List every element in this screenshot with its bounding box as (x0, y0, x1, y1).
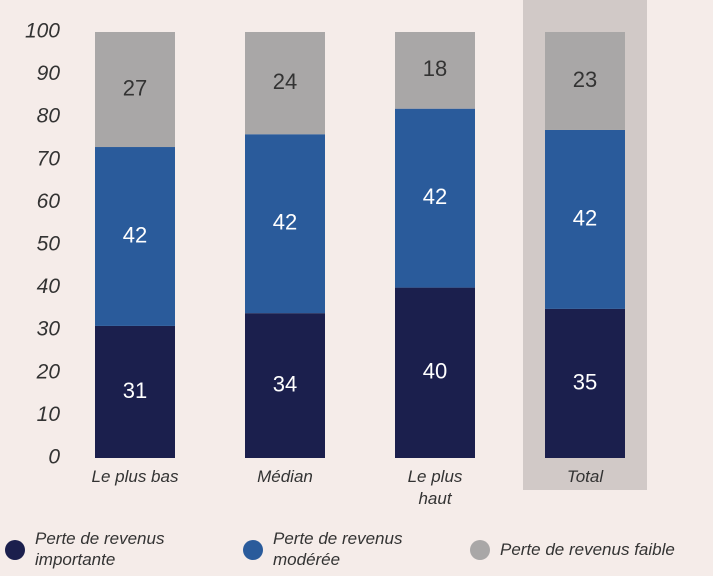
x-tick-label: Le plus bas (91, 467, 179, 486)
y-tick-label: 70 (37, 147, 61, 170)
data-label: 31 (123, 378, 147, 403)
data-label: 23 (573, 67, 597, 92)
legend-label: Perte de revenus importante (35, 529, 165, 569)
y-tick-label: 20 (36, 360, 61, 383)
legend-item: Perte de revenus modérée (243, 528, 433, 570)
bar-segment (395, 108, 475, 288)
y-tick-label: 100 (25, 20, 60, 43)
legend-label: Perte de revenus faible (500, 540, 675, 559)
data-label: 34 (273, 371, 297, 396)
data-label: 27 (123, 75, 147, 100)
bar-segment (95, 147, 175, 326)
data-label: 18 (423, 56, 447, 81)
legend-swatch (470, 540, 490, 560)
x-tick-label: Médian (257, 467, 313, 486)
bar-segment (245, 32, 325, 135)
bar-segment (245, 313, 325, 458)
bar-segment (395, 287, 475, 458)
y-tick-label: 90 (37, 62, 61, 85)
bar-segment (395, 32, 475, 109)
x-tick-label: Total (566, 467, 604, 486)
data-label: 42 (573, 205, 597, 230)
data-label: 24 (273, 69, 297, 94)
y-tick-label: 0 (48, 446, 60, 469)
data-label: 42 (423, 184, 447, 209)
bar-segment (245, 134, 325, 314)
x-tick-label: Le plus haut (407, 467, 463, 508)
y-tick-label: 40 (37, 275, 61, 298)
bar-segment (545, 32, 625, 130)
bar-segment (95, 32, 175, 148)
data-label: 42 (273, 210, 297, 235)
legend-item: Perte de revenus faible (470, 528, 710, 560)
y-tick-label: 60 (37, 190, 61, 213)
data-label: 42 (123, 222, 147, 247)
y-tick-label: 80 (37, 105, 61, 128)
bar-segment (545, 308, 625, 458)
y-tick-label: 10 (37, 403, 61, 426)
y-tick-label: 30 (37, 318, 61, 341)
legend-item: Perte de revenus importante (5, 528, 195, 570)
legend-swatch (5, 540, 25, 560)
y-tick-label: 50 (37, 233, 61, 256)
data-label: 35 (573, 369, 597, 394)
legend-label: Perte de revenus modérée (273, 529, 403, 569)
data-label: 40 (423, 359, 447, 384)
bar-segment (545, 129, 625, 309)
legend-swatch (243, 540, 263, 560)
bar-segment (95, 325, 175, 458)
